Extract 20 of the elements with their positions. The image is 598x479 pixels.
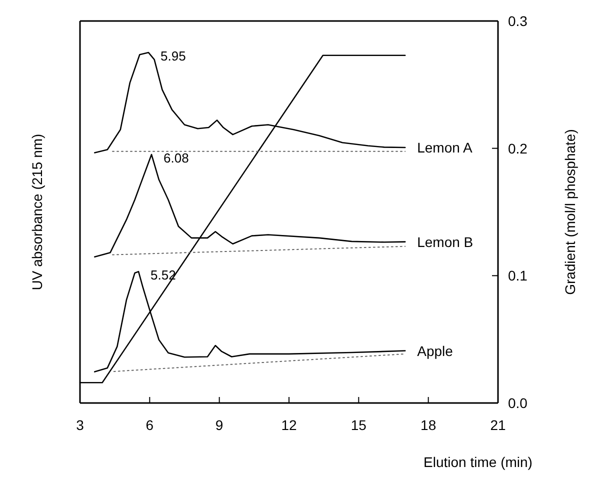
annotation: 5.95 xyxy=(160,48,186,64)
series-label: Lemon B xyxy=(417,234,474,250)
x-tick-label: 21 xyxy=(490,417,506,433)
y-axis-title: UV absorbance (215 nm) xyxy=(29,134,45,290)
x-tick-label: 12 xyxy=(281,417,297,433)
y2-axis-title: Gradient (mol/l phosphate) xyxy=(562,129,578,295)
x-tick-label: 6 xyxy=(146,417,154,433)
annotation: 5.52 xyxy=(150,268,176,283)
y2-tick-label: 0.3 xyxy=(508,13,528,29)
series-label: Apple xyxy=(417,342,454,359)
x-tick-label: 3 xyxy=(76,417,84,433)
annotation: 6.08 xyxy=(164,150,189,166)
x-axis-title: Elution time (min) xyxy=(424,454,532,470)
y2-tick-label: 0.1 xyxy=(508,268,528,284)
x-tick-label: 15 xyxy=(350,417,367,433)
x-tick-label: 9 xyxy=(215,417,224,433)
legend-label: Lemon A xyxy=(417,140,474,156)
y2-tick-label: 0.2 xyxy=(508,140,528,156)
x-tick-label: 18 xyxy=(420,417,436,433)
y2-tick-label: 0.0 xyxy=(508,395,528,411)
